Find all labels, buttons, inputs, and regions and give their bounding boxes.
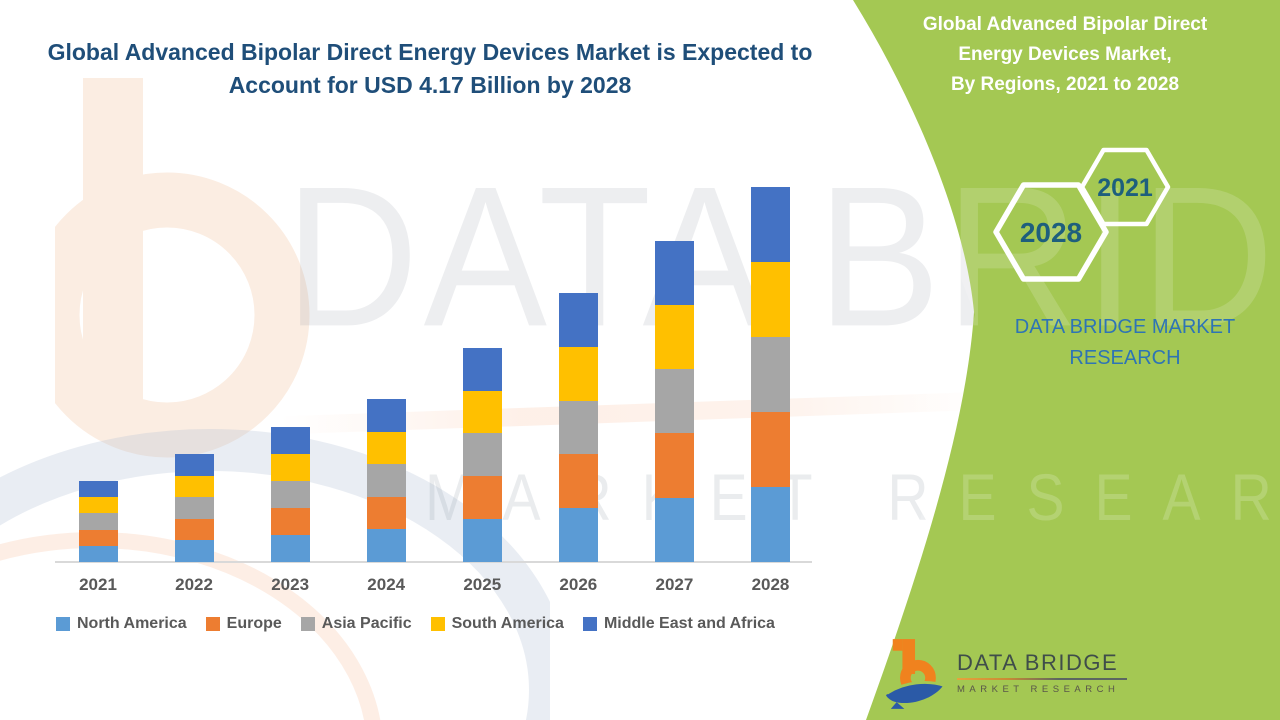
bar-segment-2023-middle-east-and-africa [270,427,310,454]
bar-segment-2022-north-america [174,540,214,562]
bar-segment-2021-asia-pacific [78,513,118,530]
hexagon-2028 [993,182,1109,282]
x-axis-label-2021: 2021 [79,575,117,594]
bar-segment-2025-north-america [462,519,502,562]
x-axis-label-2028: 2028 [751,575,790,594]
dbmr-b-watermark [55,78,310,458]
bar-segment-2022-europe [174,518,214,541]
bar-segment-2028-europe [750,411,790,487]
bar-segment-2026-middle-east-and-africa [558,292,598,347]
legend-label-south-america: South America [451,615,564,632]
chart-title: Global Advanced Bipolar Direct Energy De… [30,36,830,102]
legend-label-north-america: North America [77,615,187,632]
hex-badge-start-year: 2021 [1097,174,1153,202]
bar-segment-2028-north-america [750,486,790,562]
bar-segment-2023-asia-pacific [270,481,310,508]
legend-label-europe: Europe [226,615,282,632]
panel-brand-line2: RESEARCH [1069,347,1181,369]
x-axis-label-2025: 2025 [463,575,502,594]
x-axis-label-2027: 2027 [655,575,694,594]
bar-2023 [270,427,310,562]
bar-segment-2023-europe [270,508,310,535]
bar-segment-2025-south-america [462,390,502,434]
bar-segment-2023-south-america [270,454,310,481]
legend-item-north-america: North America [56,615,187,633]
chart-title-line2: Account for USD 4.17 Billion by 2028 [228,72,632,98]
bar-2022 [174,454,214,562]
legend-item-middle-east-and-africa: Middle East and Africa [582,615,775,633]
legend-swatch-europe [205,617,220,631]
legend: North America Europe Asia Pacific South Ame… [56,615,775,633]
x-axis-line [55,561,812,563]
bar-segment-2025-europe [462,476,502,520]
bar-segment-2027-asia-pacific [654,369,694,434]
bar-segment-2027-south-america [654,304,694,370]
dbmr-logo-tagline: MARKET RESEARCH [957,684,1120,695]
bar-2027 [654,240,694,562]
bar-2024 [366,399,406,562]
legend-label-middle-east-and-africa: Middle East and Africa [603,615,775,632]
bar-segment-2024-north-america [366,529,406,562]
chart-title-line1: Global Advanced Bipolar Direct Energy De… [47,39,813,65]
legend-item-asia-pacific: Asia Pacific [300,615,412,633]
bar-segment-2021-europe [78,529,118,546]
bar-2026 [558,292,598,562]
legend-swatch-north-america [56,617,70,631]
dbmr-logo-icon [885,639,946,709]
bar-segment-2025-middle-east-and-africa [462,347,502,391]
hexagon-2021 [1079,147,1171,227]
dbmr-logo-text: DATA BRIDGE MARKET RESEARCH [957,651,1127,695]
legend-swatch-south-america [430,617,445,631]
legend-label-asia-pacific: Asia Pacific [321,615,412,632]
dbmr-logo: DATA BRIDGE MARKET RESEARCH [885,636,1127,710]
year-hex-badges: 2028 2021 [993,147,1171,282]
bar-segment-2026-europe [558,454,598,509]
x-axis-label-2022: 2022 [175,575,213,594]
bar-segment-2023-north-america [270,535,310,562]
bar-segment-2024-europe [366,496,406,530]
bar-segment-2027-north-america [654,497,694,562]
panel-brand-line1: DATA BRIDGE MARKET [1014,316,1236,338]
bar-2028 [750,186,790,562]
bar-segment-2026-south-america [558,346,598,401]
bar-segment-2028-south-america [750,261,790,337]
bar-segment-2027-middle-east-and-africa [654,240,694,305]
bar-segment-2021-south-america [78,497,118,514]
dbmr-logo-divider [957,678,1127,680]
legend-swatch-middle-east-and-africa [582,617,597,631]
bar-segment-2021-middle-east-and-africa [78,481,118,498]
side-panel-heading-line2: Energy Devices Market, [958,44,1172,65]
bar-segment-2027-europe [654,433,694,498]
bar-2021 [78,481,118,562]
bar-2025 [462,347,502,562]
x-axis-label-2023: 2023 [271,575,310,594]
legend-item-south-america: South America [430,615,564,633]
side-panel-heading-line3: By Regions, 2021 to 2028 [950,74,1180,95]
dbmr-logo-name: DATA BRIDGE [957,650,1119,675]
hex-badge-end-year: 2028 [1020,217,1082,248]
bar-segment-2024-south-america [366,431,406,465]
legend-swatch-asia-pacific [300,617,315,631]
bar-segment-2022-asia-pacific [174,497,214,519]
x-axis-label-2024: 2024 [367,575,406,594]
bar-segment-2026-north-america [558,508,598,562]
bar-segment-2021-north-america [78,545,118,562]
bar-segment-2026-asia-pacific [558,400,598,455]
bar-segment-2022-middle-east-and-africa [174,454,214,476]
bar-segment-2024-asia-pacific [366,464,406,497]
panel-brand-text: DATA BRIDGE MARKET RESEARCH [950,312,1280,374]
legend-item-europe: Europe [205,615,282,633]
bar-segment-2022-south-america [174,475,214,498]
bar-segment-2025-asia-pacific [462,433,502,477]
bar-segment-2028-middle-east-and-africa [750,186,790,262]
side-panel-heading: Global Advanced Bipolar Direct Energy De… [895,10,1235,100]
bar-segment-2028-asia-pacific [750,336,790,412]
side-panel-heading-line1: Global Advanced Bipolar Direct [922,14,1208,35]
bar-segment-2024-middle-east-and-africa [366,399,406,432]
x-axis-label-2026: 2026 [559,575,598,594]
